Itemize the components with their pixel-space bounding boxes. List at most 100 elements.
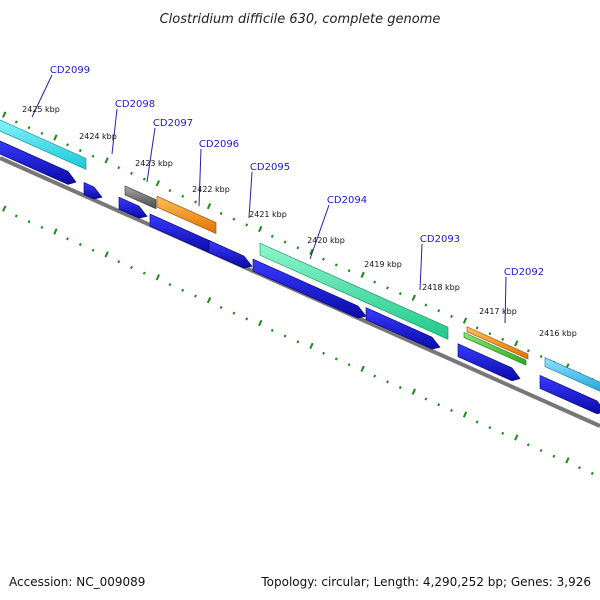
outer-tick — [514, 340, 519, 347]
inner-tick — [424, 397, 428, 401]
kbp-tick-label: 2424 kbp — [79, 132, 117, 141]
inner-tick — [411, 388, 416, 395]
kbp-tick-label: 2417 kbp — [479, 307, 517, 316]
outer-tick — [117, 166, 121, 170]
feature-bar-grey — [124, 185, 157, 210]
inner-tick — [14, 214, 18, 218]
outer-tick — [539, 354, 543, 359]
kbp-tick-label: 2419 kbp — [364, 260, 402, 269]
feature-bar-cyan — [0, 119, 87, 170]
gene-label: CD2099 — [50, 65, 90, 76]
cds-arrow — [365, 307, 441, 350]
outer-tick — [450, 314, 453, 319]
outer-tick — [53, 134, 58, 141]
feature-bar-sky — [544, 357, 600, 392]
cds-arrow — [539, 374, 600, 415]
feature-bar-green — [463, 331, 527, 366]
inner-tick — [526, 443, 530, 447]
outer-tick — [296, 246, 300, 250]
kbp-tick-label: 2422 kbp — [192, 185, 230, 194]
outer-tick — [488, 332, 492, 336]
inner-tick — [168, 283, 172, 287]
outer-tick — [232, 217, 236, 221]
cds-track — [0, 140, 600, 415]
outer-tick — [181, 194, 185, 198]
gene-label: CD2097 — [153, 118, 193, 129]
kbp-tick-label: 2425 kbp — [22, 105, 60, 114]
outer-tick — [206, 203, 212, 210]
outer-tick — [322, 257, 325, 261]
inner-tick — [475, 420, 479, 424]
inner-tick — [360, 365, 365, 372]
inner-tick — [373, 374, 377, 378]
gene-pointer-line — [309, 204, 330, 260]
kbp-tick-label: 2420 kbp — [307, 236, 345, 245]
outer-tick — [14, 120, 18, 124]
kbp-tick-label: 2423 kbp — [135, 159, 173, 168]
gene-pointer-line — [198, 148, 202, 207]
inner-tick — [462, 411, 468, 418]
outer-tick — [347, 269, 351, 273]
inner-tick — [91, 248, 95, 252]
inner-tick — [53, 228, 58, 235]
feature-bar-orange-small — [466, 326, 529, 360]
inner-tick — [117, 260, 121, 264]
gene-label: CD2093 — [420, 234, 460, 245]
outer-tick — [411, 294, 416, 301]
outer-tick — [258, 225, 263, 233]
outer-tick — [194, 200, 197, 204]
outer-tick — [40, 131, 44, 135]
inner-tick — [309, 342, 314, 350]
cds-arrow — [118, 196, 148, 219]
inner-tick — [398, 386, 402, 390]
inner-tick — [578, 466, 581, 470]
gene-label: CD2098 — [115, 99, 155, 110]
inner-tick — [437, 403, 441, 407]
inner-tick — [181, 288, 185, 292]
outer-tick — [130, 171, 133, 175]
outer-tick — [142, 177, 146, 181]
inner-tick — [66, 237, 69, 241]
kbp-tick-label: 2418 kbp — [422, 283, 460, 292]
cds-arrow — [252, 258, 367, 319]
inner-tick — [142, 271, 146, 275]
outer-tick — [475, 326, 479, 330]
feature-bar-orange — [156, 195, 217, 235]
outer-tick — [66, 143, 69, 147]
inner-tick — [450, 408, 453, 413]
inner-tick — [334, 357, 338, 361]
inner-tick — [104, 251, 109, 258]
inner-tick — [514, 434, 519, 441]
outer-tick — [104, 157, 109, 164]
accession-text: Accession: NC_009089 — [9, 575, 145, 589]
outer-tick — [424, 303, 428, 307]
outer-tick — [462, 317, 468, 324]
inner-tick — [296, 340, 300, 344]
inner-tick — [232, 311, 236, 315]
outer-tick — [283, 240, 287, 244]
inner-tick — [283, 334, 287, 338]
gene-pointer-line — [504, 276, 507, 324]
gene-pointer-line — [419, 243, 423, 291]
tick-marks — [2, 111, 594, 475]
inner-tick — [590, 471, 594, 475]
outer-tick — [437, 309, 441, 313]
inner-tick — [565, 457, 570, 464]
inner-tick — [488, 426, 492, 430]
gene-label: CD2092 — [504, 267, 544, 278]
gene-label: CD2094 — [327, 195, 367, 206]
feature-track — [0, 119, 600, 392]
outer-tick — [501, 337, 505, 341]
outer-tick — [526, 349, 530, 353]
outer-tick — [386, 286, 389, 290]
inner-tick — [206, 297, 212, 304]
inner-tick — [501, 431, 505, 435]
inner-tick — [322, 351, 325, 355]
outer-tick — [2, 111, 7, 118]
outer-tick — [168, 189, 172, 193]
cds-arrow — [83, 182, 103, 200]
gene-label: CD2096 — [199, 139, 239, 150]
inner-tick — [194, 294, 197, 298]
outer-tick — [360, 271, 365, 278]
